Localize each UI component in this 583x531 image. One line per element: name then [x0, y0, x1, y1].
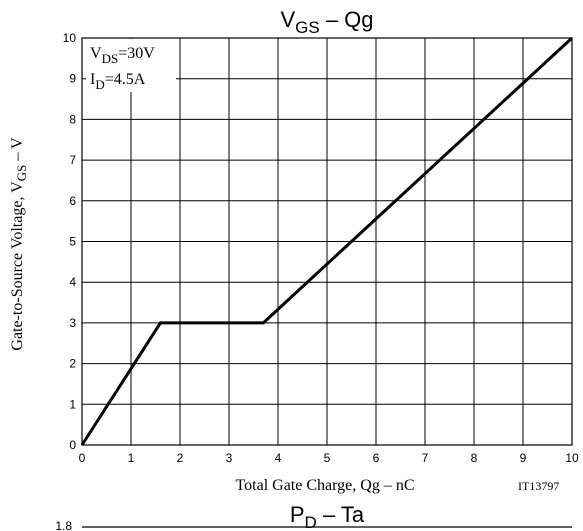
chart-title: VGS – Qg: [280, 7, 373, 37]
y-tick-label: 0: [69, 438, 76, 452]
annotation-vds: VDS=30V: [90, 45, 155, 66]
series-line-vgs-qg: [80, 36, 574, 446]
plot-area: 0 1 2 3 4 5 6 7 8 9 10 0 1 2 3 4 5 6 7 8 9 10: [63, 31, 579, 465]
x-tick-label: 2: [177, 451, 184, 465]
x-tick-label: 3: [226, 451, 233, 465]
second-chart-y-tick: 1.8: [55, 519, 72, 531]
y-tick-label: 3: [69, 316, 76, 330]
x-tick-label: 1: [128, 451, 135, 465]
y-tick-label: 5: [69, 235, 76, 249]
x-tick-label: 6: [373, 451, 380, 465]
plot-frame: [81, 37, 573, 446]
x-axis-ticks: 0 1 2 3 4 5 6 7 8 9 10: [79, 451, 579, 465]
x-tick-label: 10: [565, 451, 579, 465]
grid-lines: [82, 38, 572, 445]
figure-id: IT13797: [518, 479, 559, 493]
annotation-id: ID=4.5A: [90, 71, 146, 92]
x-tick-label: 4: [275, 451, 282, 465]
y-tick-label: 6: [69, 194, 76, 208]
y-tick-label: 10: [63, 31, 77, 45]
x-axis-label: Total Gate Charge, Qg – nC: [236, 477, 415, 494]
y-tick-label: 2: [69, 357, 76, 371]
x-tick-label: 0: [79, 451, 86, 465]
y-axis-label: Gate-to-Source Voltage, VGS – V: [9, 137, 29, 351]
y-tick-label: 1: [69, 397, 76, 411]
y-tick-label: 8: [69, 112, 76, 126]
y-axis-ticks: 0 1 2 3 4 5 6 7 8 9 10: [63, 31, 77, 452]
y-tick-label: 4: [69, 275, 76, 289]
series-group: [80, 36, 574, 446]
x-tick-label: 8: [471, 451, 478, 465]
y-tick-label: 7: [69, 153, 76, 167]
y-tick-label: 9: [69, 72, 76, 86]
x-tick-label: 7: [422, 451, 429, 465]
x-tick-label: 9: [520, 451, 527, 465]
x-tick-label: 5: [324, 451, 331, 465]
annotation-background: [86, 39, 176, 92]
